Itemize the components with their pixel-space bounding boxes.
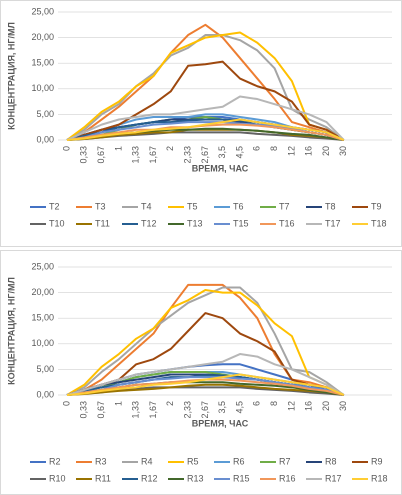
y-tick-label: 20,00 [31,32,54,42]
legend-label: R7 [279,456,291,466]
series-line [66,286,345,396]
x-tick-label: 2 [165,401,175,406]
x-tick-label: 0 [61,401,71,406]
series-line [66,373,345,396]
series-line [66,289,345,396]
series-line [66,128,344,141]
y-tick-label: 15,00 [31,58,54,68]
legend-label: R18 [371,473,388,483]
x-tick-label: 8 [269,401,279,406]
x-tick-label: 1,33 [131,401,141,419]
x-tick-label: 12 [286,401,296,411]
x-tick-label: 30 [338,401,348,411]
y-tick-label: 25,00 [31,6,54,16]
x-tick-label: 12 [286,146,296,156]
legend-label: T5 [187,201,198,211]
y-axis-title: КОНЦЕНТРАЦИЯ, НГ/МЛ [6,22,16,130]
y-tick-label: 0,00 [36,389,54,399]
legend-label: T13 [187,218,203,228]
legend-label: T4 [141,201,152,211]
y-tick-label: 5,00 [36,364,54,374]
x-tick-label: 1 [113,401,123,406]
y-tick-label: 20,00 [31,287,54,297]
x-tick-label: 0,67 [96,401,106,419]
x-tick-label: 4,5 [234,146,244,159]
x-tick-label: 4,5 [234,401,244,414]
x-tick-label: 20 [321,146,331,156]
y-axis-title: КОНЦЕНТРАЦИЯ, НГ/МЛ [6,277,16,385]
y-tick-label: 10,00 [31,83,54,93]
legend-label: T2 [49,201,60,211]
legend-label: T3 [95,201,106,211]
y-tick-label: 0,00 [36,134,54,144]
legend-label: T18 [371,218,387,228]
x-tick-label: 16 [304,146,314,156]
series-line [66,95,345,141]
series-line [66,353,345,396]
x-tick-label: 3,5 [217,146,227,159]
series-line [66,118,345,141]
x-tick-label: 2,33 [182,146,192,164]
x-tick-label: 2 [165,146,175,151]
legend-label: T16 [279,218,295,228]
legend-label: R11 [95,473,111,483]
x-tick-label: 2,67 [200,146,210,164]
legend-label: R16 [279,473,296,483]
legend-label: R4 [141,456,153,466]
legend-label: T8 [325,201,336,211]
series-line [66,34,345,141]
legend-label: T12 [141,218,157,228]
x-tick-label: 6 [252,146,262,151]
x-tick-label: 2,33 [182,401,192,419]
x-tick-label: 3,5 [217,401,227,414]
legend-label: R6 [233,456,245,466]
series-line [66,376,345,396]
x-tick-label: 0,33 [79,146,89,164]
legend-label: T6 [233,201,244,211]
legend-label: R8 [325,456,337,466]
legend-label: R5 [187,456,199,466]
y-tick-label: 5,00 [36,109,54,119]
legend-label: T7 [279,201,290,211]
series-line [66,123,345,141]
x-tick-label: 0,67 [96,146,106,164]
x-tick-label: 2,67 [200,401,210,419]
y-tick-label: 25,00 [31,261,54,271]
series-line [66,23,345,141]
legend-label: T9 [371,201,382,211]
legend-label: R12 [141,473,158,483]
x-tick-label: 0,33 [79,401,89,419]
y-tick-label: 15,00 [31,313,54,323]
x-tick-label: 8 [269,146,279,151]
series-line [66,60,345,141]
x-axis-title: ВРЕМЯ, ЧАС [192,163,249,173]
legend-label: R2 [49,456,61,466]
legend-label: R15 [233,473,250,483]
y-tick-label: 10,00 [31,338,54,348]
x-tick-label: 6 [252,401,262,406]
x-tick-label: 30 [338,146,348,156]
x-tick-label: 16 [304,401,314,411]
x-axis-title: ВРЕМЯ, ЧАС [192,418,249,428]
x-tick-label: 1 [113,146,123,151]
x-tick-label: 1,67 [148,401,158,419]
legend-label: R10 [49,473,66,483]
x-tick-label: 20 [321,401,331,411]
x-tick-label: 0 [61,146,71,151]
series-line [66,31,345,141]
series-line [66,383,344,396]
legend-label: R13 [187,473,204,483]
legend-label: R3 [95,456,107,466]
legend-label: T15 [233,218,249,228]
x-tick-label: 1,67 [148,146,158,164]
legend-label: T11 [95,218,110,228]
legend-label: R9 [371,456,383,466]
legend-label: T10 [49,218,65,228]
x-tick-label: 1,33 [131,146,141,164]
chart-frame [0,0,402,247]
legend-label: T17 [325,218,341,228]
legend-label: R17 [325,473,342,483]
